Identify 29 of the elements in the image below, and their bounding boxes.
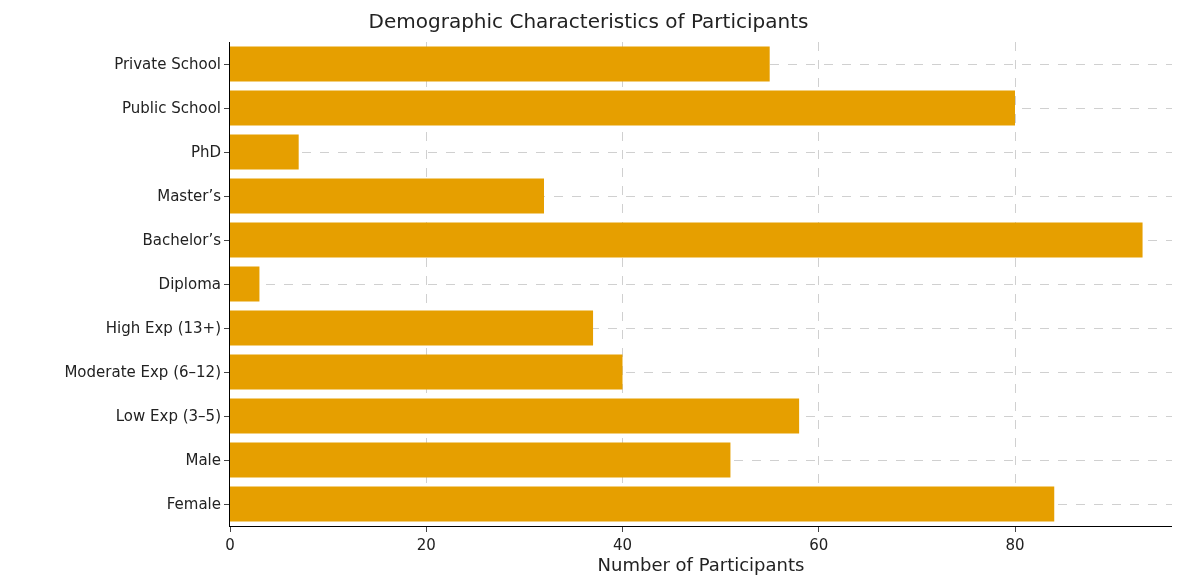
x-tick-label: 0 bbox=[225, 536, 235, 554]
bar bbox=[230, 266, 260, 302]
y-tick-label: PhD bbox=[190, 143, 221, 162]
bar bbox=[230, 310, 594, 346]
y-tick-label: Diploma bbox=[158, 275, 221, 294]
y-tick-label: Private School bbox=[114, 55, 221, 74]
bar bbox=[230, 398, 800, 434]
x-axis-title: Number of Participants bbox=[597, 554, 805, 575]
bar bbox=[230, 46, 770, 82]
y-tick-label: Bachelor’s bbox=[142, 231, 222, 250]
bar bbox=[230, 486, 1055, 522]
bar bbox=[230, 178, 544, 214]
bar bbox=[230, 134, 299, 170]
bar bbox=[230, 222, 1143, 258]
y-tick-label: Male bbox=[185, 451, 221, 470]
bar bbox=[230, 442, 731, 478]
bar bbox=[230, 90, 1015, 126]
y-tick-label: Low Exp (3–5) bbox=[115, 407, 221, 426]
y-tick-label: Female bbox=[166, 495, 221, 514]
bar bbox=[230, 354, 623, 390]
chart-title: Demographic Characteristics of Participants bbox=[368, 9, 809, 34]
y-tick-label: High Exp (13+) bbox=[105, 319, 221, 338]
y-tick-label: Master’s bbox=[157, 187, 222, 206]
y-tick-label: Public School bbox=[122, 99, 221, 118]
x-tick-label: 80 bbox=[1005, 536, 1025, 554]
x-tick-label: 60 bbox=[809, 536, 829, 554]
x-tick-label: 40 bbox=[612, 536, 633, 554]
x-tick-label: 20 bbox=[416, 536, 436, 554]
y-tick-label: Moderate Exp (6–12) bbox=[64, 363, 221, 382]
